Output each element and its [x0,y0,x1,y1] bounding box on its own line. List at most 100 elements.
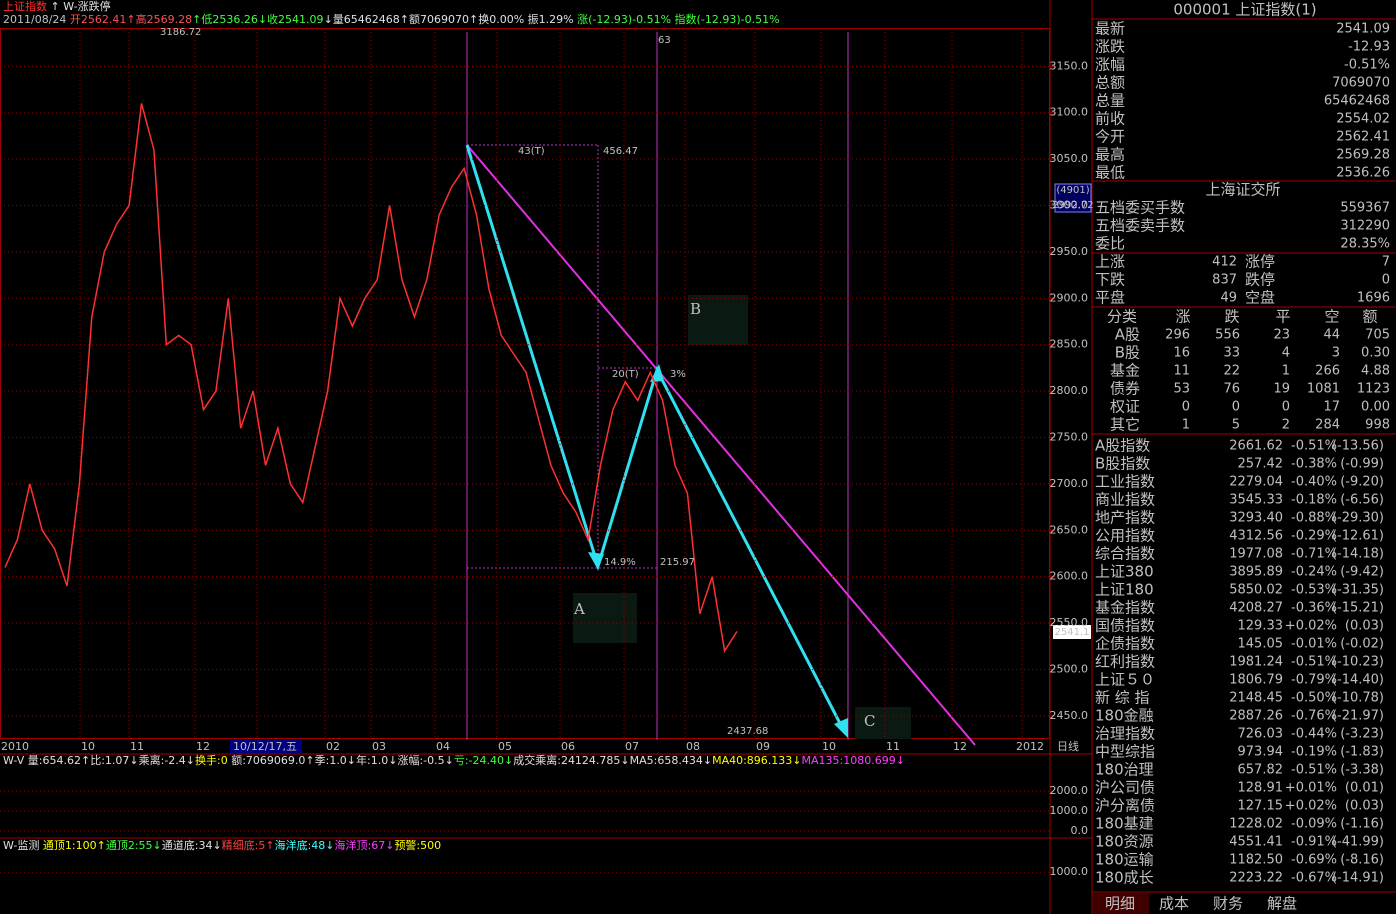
quote-label: 最新 [1095,20,1125,38]
exchange-name: 上海证交所 [1205,181,1280,199]
status-segment: MA135:1080.699↓ [802,754,905,767]
index-name: 国债指数 [1095,617,1155,635]
chart-annotation: 3186.72 [160,27,201,38]
index-value: 1977.08 [1229,547,1283,562]
tab[interactable]: 明细 [1105,895,1135,913]
y-tick-label: 2750.0 [1050,430,1089,443]
breadth-cell: 0 [1382,273,1390,288]
status-segment: 通道底:34↓ [162,838,222,852]
x-tick-label: 11 [130,740,144,753]
index-change: (-29.30) [1332,511,1384,526]
tab[interactable]: 财务 [1213,895,1243,913]
index-pct: -0.51% [1291,655,1337,670]
table-cell: 296 [1165,328,1190,343]
breadth-cell: 837 [1212,273,1237,288]
x-tick-label: 08 [686,740,700,753]
index-value: 1228.02 [1229,817,1283,832]
quote-label: 总额 [1095,74,1125,92]
table-cell: 1123 [1357,382,1390,397]
index-value: 2887.26 [1229,709,1283,724]
index-name: 基金指数 [1095,599,1155,617]
chart-annotation: 20(T) [612,369,639,380]
index-pct: -0.01% [1291,637,1337,652]
index-value: 145.05 [1238,637,1284,652]
table-cell: 705 [1365,328,1390,343]
quote-label: 总量 [1095,92,1125,110]
index-pct: -0.40% [1291,475,1337,490]
breadth-cell: 平盘 [1095,289,1125,307]
index-name: 180成长 [1095,869,1154,887]
table-cell: 22 [1223,364,1240,379]
index-change: (-3.38) [1340,763,1384,778]
index-name: 上证180 [1095,581,1154,599]
index-pct: -0.91% [1291,835,1337,850]
table-cell: 基金 [1110,362,1140,380]
chart-annotation: 14.9% [604,557,636,568]
index-value: 2223.22 [1229,871,1283,886]
index-name: 180金融 [1095,707,1154,725]
index-change: (-8.16) [1340,853,1384,868]
x-tick-label: 02 [326,740,340,753]
index-value: 1806.79 [1229,673,1283,688]
x-tick-label: 06 [561,740,575,753]
index-value: 726.03 [1238,727,1284,742]
y-tick-label: 2950.0 [1050,245,1089,258]
status-segment: ↑低2536.26 [192,13,258,26]
breadth-cell: 412 [1212,255,1237,270]
tab[interactable]: 解盘 [1267,895,1297,913]
table-cell: 998 [1365,418,1390,433]
chart-annotation: 3% [670,369,686,380]
y-tick-label: 3100.0 [1050,106,1089,119]
index-value: 2279.04 [1229,475,1283,490]
status-segment: 换手:0 [195,753,231,767]
index-value: 973.94 [1238,745,1284,760]
x-tick-label: 10 [822,740,836,753]
status-segment: 涨(-12.93)-0.51% 指数(-12.93)-0.51% [577,12,779,26]
index-name: 沪分离债 [1095,797,1155,815]
index-value: 1981.24 [1229,655,1283,670]
index-change: (-14.40) [1332,673,1384,688]
index-pct: -0.76% [1291,709,1337,724]
index-change: (0.03) [1345,619,1384,634]
status-segment: MA40:896.133↓ [712,754,801,767]
y-tick-label: 2650.0 [1050,523,1089,536]
axis-badge: 2992.72 [1052,200,1093,211]
tab[interactable]: 成本 [1159,895,1189,913]
table-cell: 1081 [1307,382,1340,397]
table-cell: 0 [1232,400,1240,415]
status-segment: 预警:500 [394,838,441,852]
table-header: 额 [1362,308,1377,326]
index-value: 657.82 [1238,763,1284,778]
order-value: 559367 [1340,201,1390,216]
breadth-cell: 涨停 [1245,253,1275,271]
chart-annotation: 2437.68 [727,726,768,737]
index-value: 128.91 [1238,781,1284,796]
index-pct: -0.24% [1291,565,1337,580]
y-tick-label: 0.0 [1071,824,1089,837]
y-tick-label: 2700.0 [1050,477,1089,490]
table-cell: 284 [1315,418,1340,433]
x-tick-label: 07 [625,740,639,753]
table-cell: 1 [1282,364,1290,379]
table-cell: B股 [1115,344,1140,362]
table-cell: 33 [1223,346,1240,361]
index-name: 工业指数 [1095,473,1155,491]
table-cell: 17 [1323,400,1340,415]
table-cell: 债券 [1110,380,1140,398]
axis-badge: (4901) [1056,185,1089,196]
index-change: (-12.61) [1332,529,1384,544]
status-segment: 海洋底:48↓ [275,838,335,852]
index-pct: -0.44% [1291,727,1337,742]
index-name: A股指数 [1095,437,1150,455]
status-segment: ↑高2569.28 [126,12,192,26]
index-value: 257.42 [1238,457,1284,472]
chart-annotation: 63 [658,35,671,46]
index-name: 沪公司债 [1095,779,1155,797]
table-header: 跌 [1224,308,1239,326]
index-name: 上证５０ [1095,671,1155,689]
overlays [230,32,1149,914]
index-change: (-1.83) [1340,745,1384,760]
status-line: W-监测 通顶1:100↑通顶2:55↓通道底:34↓精细底:5↑海洋底:48↓… [3,838,441,852]
